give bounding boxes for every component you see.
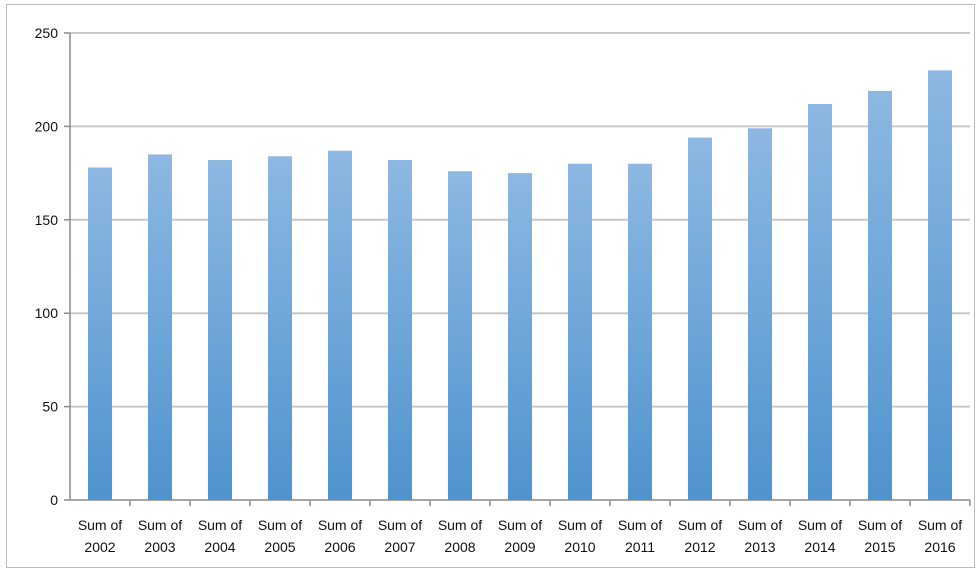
bars (88, 70, 952, 501)
y-tick-label: 0 (50, 492, 58, 508)
x-category-label: Sum of 2010 (558, 517, 602, 555)
x-category-labels: Sum of 2002 Sum of 2003 Sum of 2004 Sum of 2005… (78, 517, 962, 555)
x-category-label: Sum of 2012 (678, 517, 722, 555)
x-category-label: Sum of 2004 (198, 517, 242, 555)
bar-2009 (508, 173, 532, 500)
bar-2010 (568, 163, 592, 500)
bar-2004 (208, 160, 232, 501)
x-category-label: Sum of 2013 (738, 517, 782, 555)
bar-2012 (688, 137, 712, 500)
bar-2015 (868, 90, 892, 501)
x-category-label: Sum of 2002 (78, 517, 122, 555)
x-category-label: Sum of 2016 (918, 517, 962, 555)
x-category-label: Sum of 2015 (858, 517, 902, 555)
bar-2013 (748, 128, 772, 500)
x-category-label: Sum of 2008 (438, 517, 482, 555)
x-category-label: Sum of 2006 (318, 517, 362, 555)
bar-2011 (628, 163, 652, 500)
bar-2016 (928, 70, 952, 501)
y-tick-label: 50 (42, 399, 58, 415)
bar-2014 (808, 103, 832, 500)
x-category-label: Sum of 2007 (378, 517, 422, 555)
bar-2002 (88, 167, 112, 500)
bar-2007 (388, 160, 412, 501)
y-tick-label: 100 (35, 305, 59, 321)
x-category-label: Sum of 2009 (498, 517, 542, 555)
x-category-label: Sum of 2003 (138, 517, 182, 555)
bar-2003 (148, 154, 172, 501)
y-tick-labels: 0 50 100 150 200 250 (35, 25, 59, 508)
x-category-label: Sum of 2014 (798, 517, 842, 555)
x-category-label: Sum of 2011 (618, 517, 662, 555)
bar-2005 (268, 156, 292, 500)
y-tick-label: 200 (35, 118, 59, 134)
bar-2006 (328, 150, 352, 500)
bar-2008 (448, 171, 472, 500)
y-tick-label: 150 (35, 212, 59, 228)
x-category-label: Sum of 2005 (258, 517, 302, 555)
y-tick-label: 250 (35, 25, 59, 41)
